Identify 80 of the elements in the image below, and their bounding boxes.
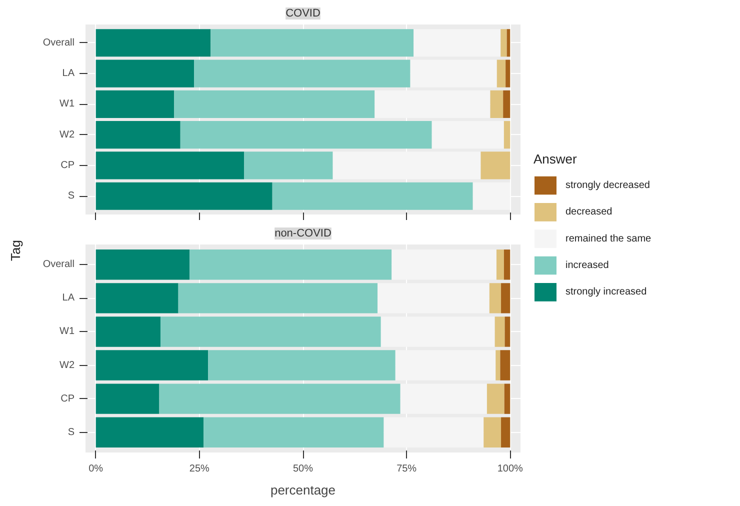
legend-label: strongly decreased [566, 180, 650, 191]
y-tick-label: W1 [60, 98, 75, 110]
legend-label: decreased [566, 206, 612, 218]
y-tick-label: Overall [42, 37, 75, 48]
y-tick-label: W1 [60, 326, 75, 338]
bar [501, 417, 510, 448]
bar [501, 283, 510, 314]
bar [504, 384, 510, 414]
bar [178, 283, 378, 314]
y-tick-label: CP [60, 160, 75, 171]
bar [486, 384, 504, 414]
bar [380, 316, 495, 347]
legend-label: remained the same [566, 233, 652, 244]
bar [96, 90, 174, 118]
bar [208, 350, 396, 380]
bar [384, 417, 484, 448]
y-tick-label: S [68, 426, 75, 438]
y-tick-label: Overall [42, 259, 75, 270]
bar [210, 29, 414, 57]
bar [204, 417, 384, 448]
legend-label: strongly increased [566, 286, 647, 298]
bar [96, 283, 178, 314]
bar [494, 316, 505, 347]
bar [503, 90, 510, 118]
bar [504, 316, 510, 347]
bar [489, 283, 502, 314]
bar [392, 250, 496, 280]
y-tick-label: W2 [60, 360, 75, 371]
chart-title: COVID [286, 8, 320, 20]
bar [378, 283, 490, 314]
bar [506, 60, 510, 88]
bar [504, 121, 510, 149]
bar [96, 60, 194, 88]
y-tick-label: S [68, 190, 75, 202]
bar [96, 350, 208, 380]
x-tick-label: 25% [189, 464, 210, 474]
bar [96, 384, 160, 414]
bar [180, 121, 432, 149]
x-axis-title: percentage [270, 482, 336, 498]
bar [96, 152, 244, 180]
y-tick-label: LA [62, 292, 75, 304]
x-tick-label: 0% [88, 464, 104, 474]
bar [496, 250, 504, 280]
bar [244, 152, 333, 180]
bar [159, 384, 400, 414]
bar [96, 316, 160, 347]
bar [332, 152, 481, 180]
bar [484, 417, 502, 448]
y-tick-label: LA [62, 68, 75, 80]
bar [432, 121, 504, 149]
x-tick-label: 100% [497, 464, 524, 474]
bar [96, 250, 190, 280]
legend-label: increased [566, 260, 609, 271]
bar [500, 29, 507, 57]
bar [96, 417, 204, 448]
x-tick-label: 50% [292, 464, 314, 474]
bar [160, 316, 381, 347]
y-tick-label: CP [60, 393, 75, 404]
legend-title: Answer [534, 151, 578, 166]
bar [96, 29, 211, 57]
bar [496, 60, 506, 88]
bar [506, 29, 510, 57]
y-tick-label: W2 [60, 129, 75, 140]
bar [414, 29, 501, 57]
bar [400, 384, 487, 414]
y-axis-title: Tag [8, 240, 23, 261]
bar [504, 250, 510, 280]
bar [374, 90, 490, 118]
bar [395, 350, 496, 380]
bar [96, 121, 180, 149]
bar [174, 90, 375, 118]
bar [480, 152, 510, 180]
bar [96, 182, 272, 210]
bar [500, 350, 510, 380]
bar [272, 182, 473, 210]
bar [490, 90, 504, 118]
x-tick-label: 75% [396, 464, 417, 474]
bar [189, 250, 392, 280]
chart-title: non-COVID [274, 228, 332, 240]
bar [496, 350, 500, 380]
